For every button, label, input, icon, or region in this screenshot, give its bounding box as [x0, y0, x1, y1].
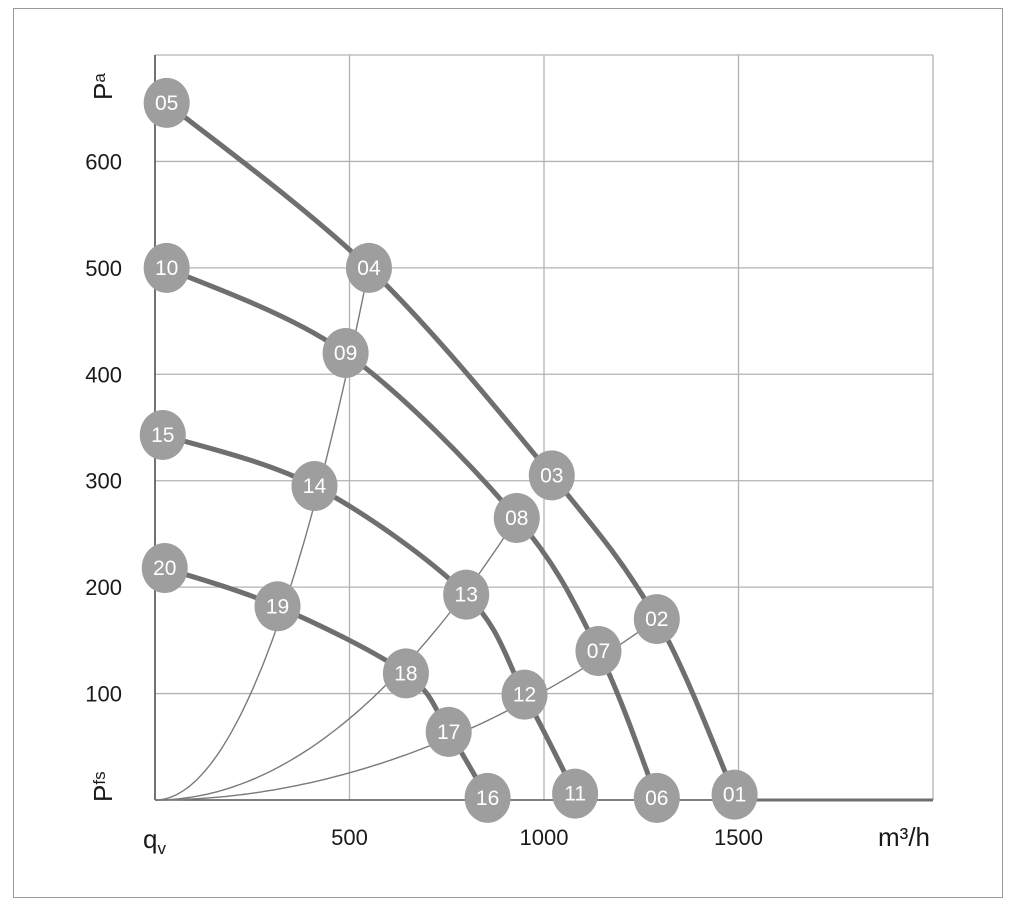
fan-curve-1 — [164, 100, 738, 798]
operating-point-18: 18 — [382, 648, 429, 699]
x-tick-label: 1000 — [520, 825, 569, 850]
point-marker — [291, 461, 338, 512]
y-tick-label: 500 — [85, 256, 122, 281]
operating-point-06: 06 — [633, 772, 680, 823]
x-tick-label: 1500 — [714, 825, 763, 850]
point-label: 15 — [151, 424, 174, 447]
point-label: 05 — [155, 92, 178, 115]
y-tick-label: 600 — [85, 149, 122, 174]
point-marker — [322, 328, 369, 378]
point-marker — [443, 569, 490, 620]
point-marker — [464, 772, 511, 823]
point-marker — [633, 772, 680, 823]
point-label: 08 — [505, 507, 528, 530]
operating-point-19: 19 — [254, 581, 301, 632]
x-tick-label: 500 — [331, 825, 368, 850]
y-axis-symbol-bottom: Pfs — [88, 771, 118, 802]
operating-point-01: 01 — [711, 769, 758, 820]
point-marker — [345, 242, 392, 293]
point-marker — [493, 492, 540, 543]
operating-point-13: 13 — [443, 569, 490, 620]
point-label: 06 — [645, 787, 668, 810]
operating-point-17: 17 — [425, 706, 472, 757]
operating-point-12: 12 — [501, 669, 548, 720]
y-tick-label: 400 — [85, 362, 122, 387]
x-axis-unit: m³/h — [878, 822, 930, 852]
point-label: 19 — [266, 595, 289, 618]
x-axis-symbol: qv — [143, 824, 166, 858]
operating-point-07: 07 — [575, 626, 622, 676]
operating-point-11: 11 — [552, 768, 599, 819]
point-label: 20 — [153, 557, 176, 580]
operating-point-20: 20 — [141, 542, 188, 593]
point-label: 18 — [394, 662, 417, 685]
tick-labels: 500 1000 1500 100 200 300 400 500 600 — [85, 149, 763, 850]
point-marker — [141, 542, 188, 593]
chart-frame — [13, 8, 1003, 898]
operating-point-08: 08 — [493, 492, 540, 543]
operating-point-03: 03 — [528, 450, 575, 501]
y-tick-label: 300 — [85, 469, 122, 494]
point-label: 04 — [357, 257, 381, 280]
point-label: 17 — [437, 721, 460, 744]
operating-point-05: 05 — [143, 77, 190, 128]
point-label: 12 — [513, 684, 536, 707]
fan-curve-3 — [160, 432, 578, 797]
point-marker — [528, 450, 575, 501]
point-label: 14 — [303, 475, 327, 498]
point-label: 10 — [155, 257, 178, 280]
point-label: 13 — [455, 584, 478, 607]
y-tick-label: 100 — [85, 682, 122, 707]
point-marker — [254, 581, 301, 632]
operating-point-02: 02 — [633, 594, 680, 645]
point-marker — [425, 706, 472, 757]
point-marker — [575, 626, 622, 676]
fan-curve-2 — [164, 265, 660, 801]
point-label: 03 — [540, 464, 563, 487]
point-marker — [501, 669, 548, 720]
y-tick-label: 200 — [85, 575, 122, 600]
operating-point-14: 14 — [291, 461, 338, 512]
point-label: 11 — [564, 783, 586, 806]
point-label: 09 — [334, 342, 357, 365]
point-marker — [633, 594, 680, 645]
operating-point-10: 10 — [143, 242, 190, 293]
point-marker — [552, 768, 599, 819]
system-curve-3 — [154, 618, 658, 801]
operating-point-16: 16 — [464, 772, 511, 823]
point-marker — [382, 648, 429, 699]
point-marker — [143, 242, 190, 293]
operating-points: 05 04 03 02 01 10 09 08 07 06 15 14 13 12 11 20 19 18 17 16 — [139, 77, 758, 823]
operating-point-09: 09 — [322, 328, 369, 378]
point-label: 07 — [587, 640, 610, 663]
point-label: 16 — [476, 787, 499, 810]
point-label: 01 — [723, 784, 746, 807]
fan-curve-4 — [162, 565, 491, 801]
point-marker — [143, 77, 190, 128]
system-curves — [154, 267, 658, 801]
operating-point-15: 15 — [139, 409, 186, 460]
point-marker — [139, 409, 186, 460]
y-axis-symbol-top: Pa — [88, 73, 118, 100]
operating-point-04: 04 — [345, 242, 392, 293]
point-marker — [711, 769, 758, 820]
system-curve-1 — [154, 267, 370, 801]
point-label: 02 — [645, 608, 668, 631]
